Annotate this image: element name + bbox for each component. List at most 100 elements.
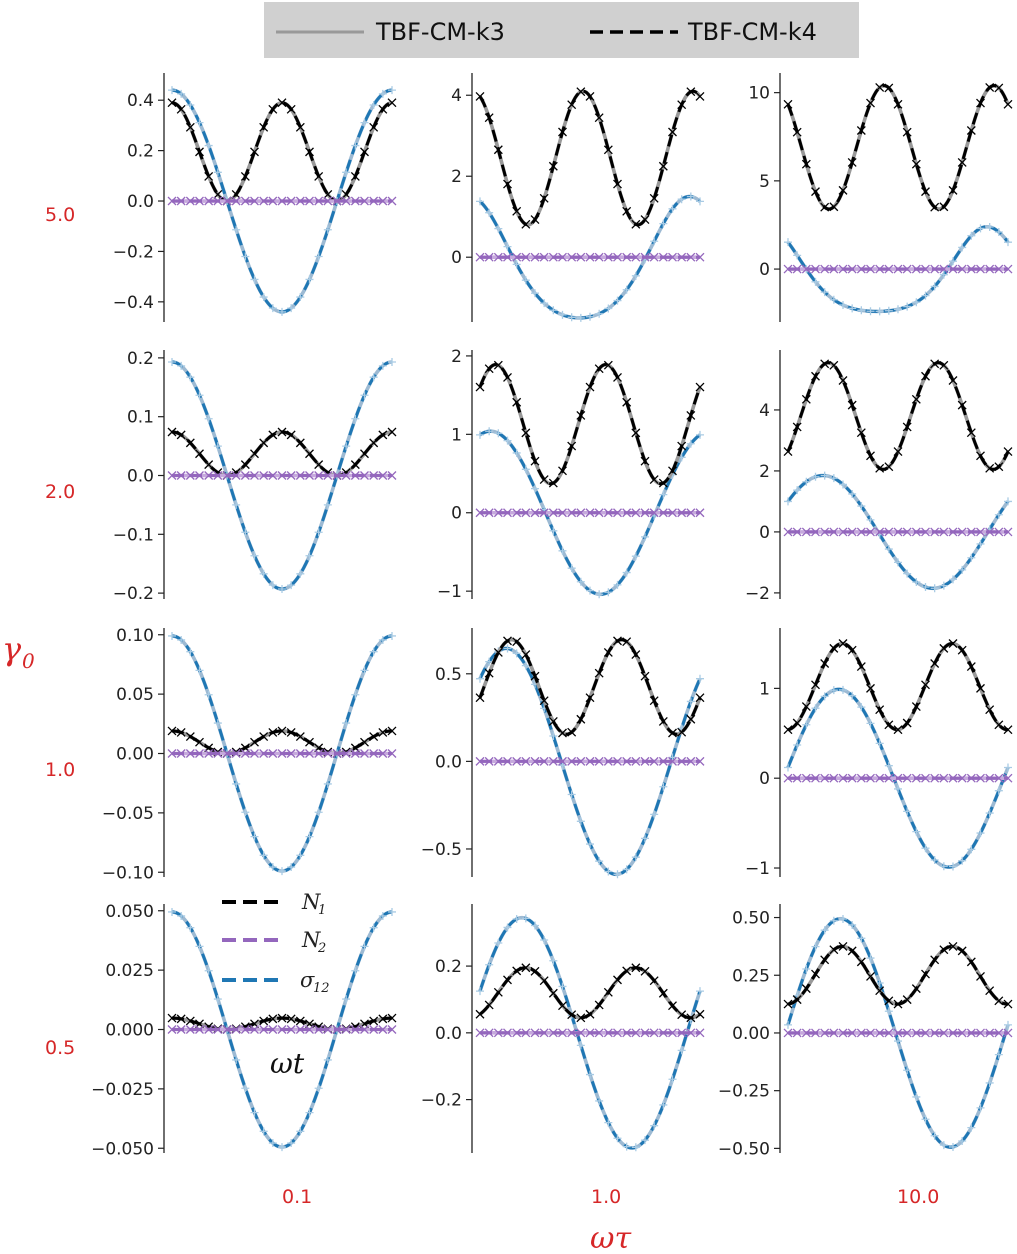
- series-N2-marker: [360, 196, 369, 206]
- series-sigma12-marker: [976, 1103, 985, 1112]
- series-N2-marker: [884, 773, 894, 783]
- series-N2-marker: [369, 1025, 379, 1034]
- series-N1-marker: [503, 179, 512, 189]
- series-N2-marker: [240, 471, 250, 480]
- series-N2-marker: [295, 471, 305, 480]
- series-N1-marker: [658, 161, 668, 171]
- series-N1-marker: [539, 696, 549, 706]
- series-sigma12-marker: [168, 631, 176, 640]
- series-N2-marker: [286, 471, 296, 480]
- series-N1-marker: [167, 1013, 177, 1023]
- series-sigma12-marker: [259, 851, 268, 860]
- series-N2-marker: [567, 252, 577, 262]
- series-N2-marker: [985, 527, 995, 537]
- series-sigma12-marker: [168, 357, 176, 366]
- series-sigma12-marker: [503, 644, 512, 653]
- series-N2-marker: [866, 527, 875, 537]
- subplot-r0-c1: 4 2 0: [451, 73, 705, 322]
- inner-legend: N 1 N 2 σ 12: [222, 890, 330, 996]
- series-N1-marker: [966, 957, 976, 967]
- series-N1-marker: [820, 359, 830, 369]
- series-N2-marker: [631, 756, 641, 766]
- series-sigma12-marker: [595, 309, 604, 318]
- series-sigma12-marker: [930, 1131, 939, 1140]
- series-N1-marker: [622, 966, 632, 976]
- series-N2-marker: [631, 508, 641, 518]
- series-sigma12-marker: [512, 448, 521, 457]
- series-N1-marker: [622, 637, 632, 647]
- series-N2-marker: [167, 471, 177, 480]
- series-sigma12-marker: [360, 942, 369, 951]
- series-N2-marker: [939, 1028, 949, 1038]
- series-N1-marker: [856, 126, 866, 135]
- series-sigma12-marker: [168, 86, 176, 95]
- series-N1-marker: [548, 988, 558, 998]
- series-N2-marker: [966, 773, 976, 783]
- series-sigma12-marker: [976, 829, 985, 838]
- series-sigma12-marker: [567, 564, 576, 573]
- series-sigma12-marker: [930, 856, 939, 865]
- series-N1-marker: [994, 462, 1004, 472]
- y-tick-label: −0.4: [113, 293, 154, 313]
- series-N1-marker: [829, 945, 839, 955]
- series-sigma12-marker: [894, 784, 902, 793]
- series-N1-marker: [613, 636, 622, 646]
- series-N1-marker: [567, 727, 577, 737]
- series-N2-marker: [939, 527, 949, 537]
- series-sigma12-marker: [1004, 497, 1012, 506]
- top-legend-background: [264, 2, 859, 58]
- series-sigma12-marker: [485, 657, 494, 666]
- series-N1-marker: [387, 1013, 397, 1023]
- series-N1-marker: [838, 376, 848, 385]
- series-N1-marker: [341, 189, 351, 199]
- series-N1-marker: [176, 727, 186, 737]
- series-sigma12-marker: [820, 692, 829, 701]
- series-N2-marker: [350, 749, 360, 758]
- series-sigma12-marker: [531, 921, 539, 930]
- subplot-r0-c0: 0.4 0.2 0.0 −0.2 −0.4: [113, 73, 397, 322]
- series-sigma12-marker: [994, 1050, 1003, 1059]
- series-N2-marker: [268, 196, 278, 206]
- series-N1-marker: [576, 410, 586, 420]
- col-header: 0.1: [282, 1186, 312, 1208]
- series-sigma12-marker: [631, 552, 640, 561]
- series-N1-marker: [994, 83, 1004, 93]
- series-N2-marker: [695, 1028, 705, 1038]
- series-N1-marker: [966, 662, 976, 672]
- series-N1-marker: [976, 971, 985, 981]
- y-tick-label: 0.2: [127, 142, 154, 162]
- series-N2-marker: [558, 252, 567, 262]
- series-N2-marker: [548, 756, 558, 766]
- series-sigma12-marker: [696, 987, 704, 996]
- series-N2-marker: [484, 508, 494, 518]
- series-sigma12-marker: [641, 834, 649, 843]
- series-sigma12-marker: [613, 1134, 622, 1143]
- series-sigma12-marker: [305, 832, 314, 841]
- series-sigma12-marker: [351, 966, 360, 975]
- y-tick-label: 2: [451, 167, 462, 187]
- series-sigma12-marker: [360, 666, 369, 675]
- series-sigma12-marker: [668, 1075, 677, 1084]
- series-sigma12-marker: [476, 430, 484, 439]
- series-N2-marker: [195, 1025, 204, 1034]
- y-tick-label: 0.00: [116, 745, 154, 765]
- series-N1-marker: [930, 359, 940, 369]
- series-N2-marker: [231, 196, 241, 206]
- series-N1-marker: [911, 159, 921, 169]
- series-N2-marker: [378, 196, 388, 206]
- series-sigma12-marker: [650, 237, 659, 246]
- series-N1-marker: [930, 955, 940, 965]
- series-sigma12-marker: [595, 857, 604, 866]
- series-N1-marker: [493, 145, 503, 155]
- series-N2-marker: [548, 252, 558, 262]
- series-sigma12-marker: [476, 197, 484, 206]
- top-legend: TBF-CM-k3 TBF-CM-k4: [264, 2, 859, 58]
- series-sigma12-marker: [278, 867, 286, 876]
- series-N1-marker: [195, 737, 204, 747]
- series-sigma12-marker: [531, 289, 539, 298]
- y-tick-label: 0.000: [105, 1021, 154, 1041]
- series-N2-marker: [976, 1028, 985, 1038]
- series-N1-marker: [369, 438, 379, 448]
- series-sigma12-marker: [784, 763, 792, 772]
- series-sigma12-marker: [494, 939, 503, 948]
